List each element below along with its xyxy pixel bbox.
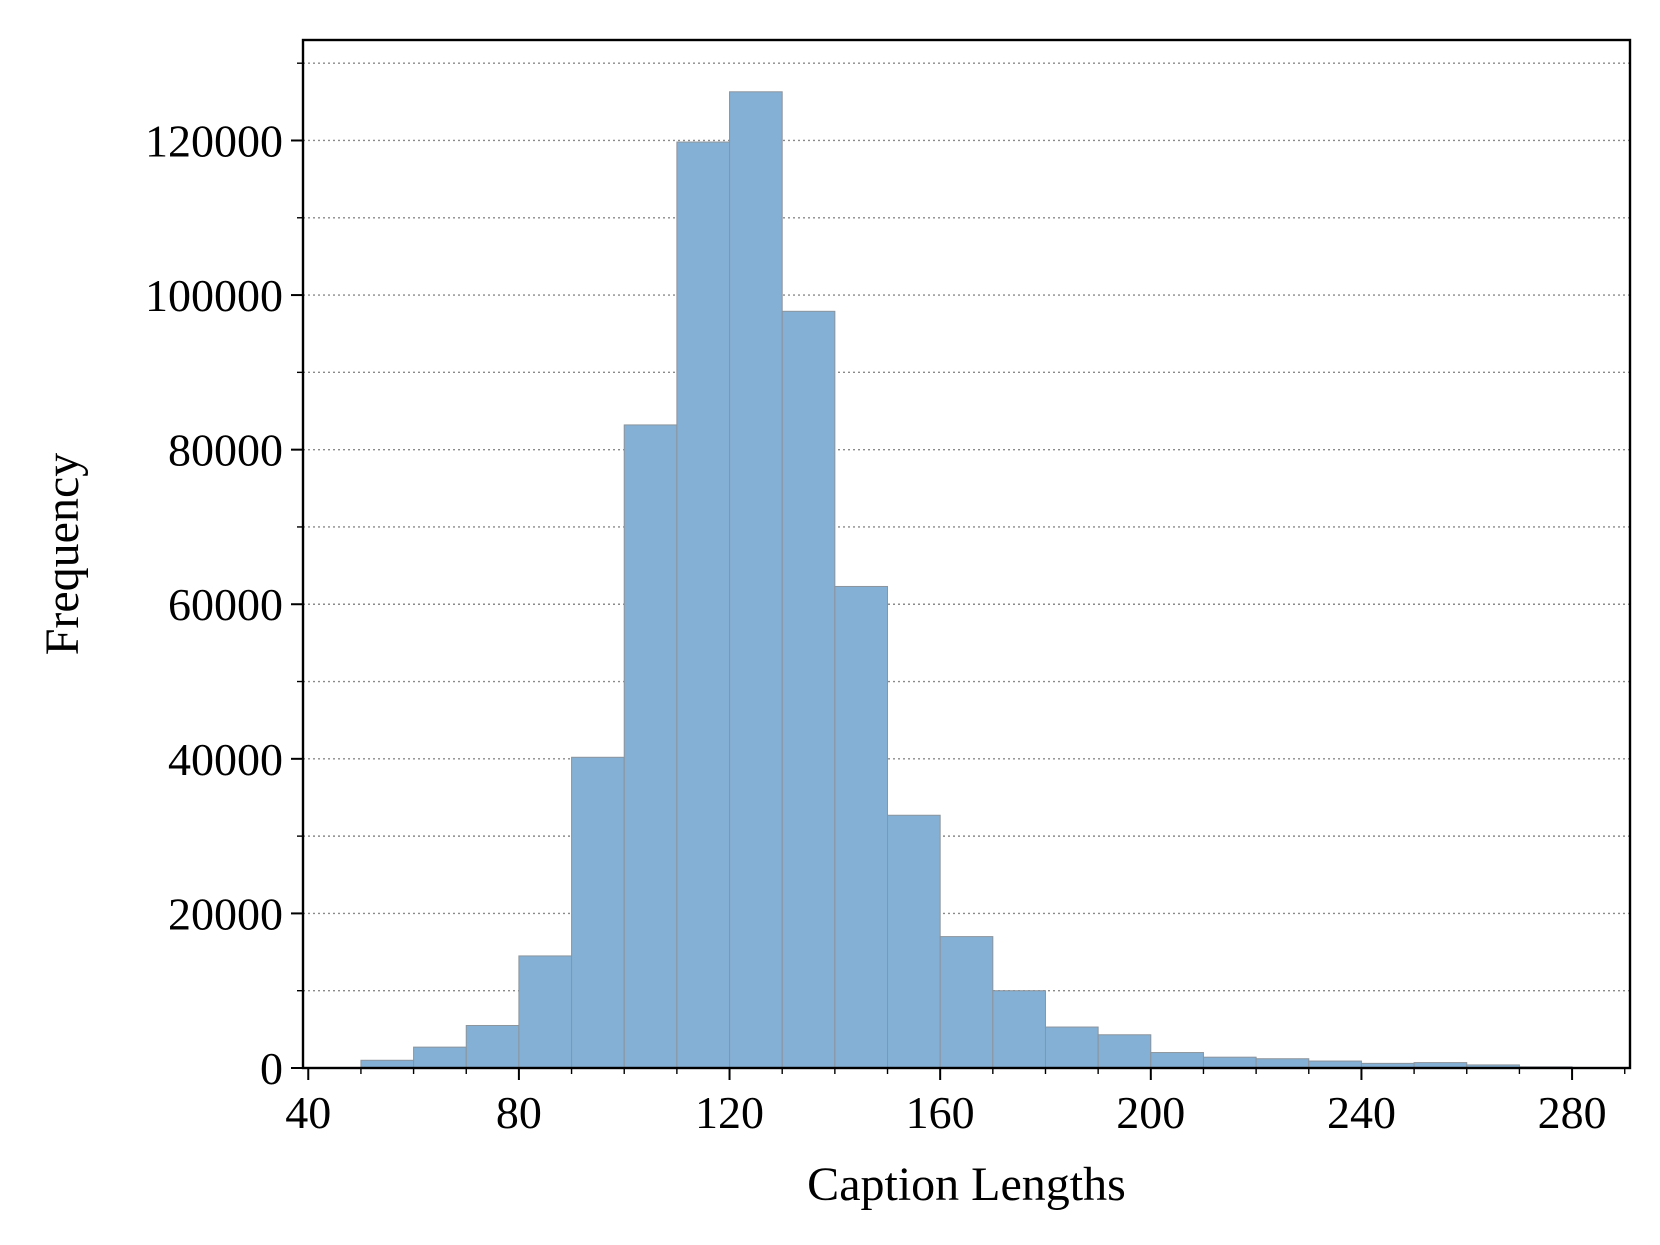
- histogram-bar-80-90: [518, 955, 573, 1069]
- y-axis-title: Frequency: [36, 453, 89, 656]
- y-tick-label: 20000: [168, 888, 283, 939]
- histogram-bar-140-150: [834, 585, 889, 1069]
- y-tick-label: 40000: [168, 734, 283, 785]
- histogram-bar-220-230: [1255, 1058, 1310, 1069]
- plot-frame: [301, 38, 1632, 1070]
- x-tick-label: 160: [906, 1087, 975, 1138]
- x-axis-title: Caption Lengths: [807, 1158, 1126, 1211]
- histogram-bar-100-110: [623, 424, 678, 1069]
- histogram-bar-200-210: [1150, 1052, 1204, 1069]
- y-tick-labels: 0 20000 40000 60000 80000 100000 120000: [145, 115, 283, 1094]
- y-tick-label: 0: [260, 1043, 283, 1094]
- x-tick-label: 240: [1327, 1087, 1396, 1138]
- x-tick-label: 200: [1116, 1087, 1185, 1138]
- histogram-bar-210-220: [1202, 1056, 1257, 1069]
- x-tick-label: 80: [496, 1087, 542, 1138]
- histogram-bar-190-200: [1097, 1034, 1152, 1069]
- histogram-bar-130-140: [781, 310, 836, 1069]
- y-tick-label: 60000: [168, 579, 283, 630]
- x-tick-label: 120: [695, 1087, 764, 1138]
- histogram-bar-180-190: [1044, 1026, 1099, 1069]
- y-tick-label: 80000: [168, 425, 283, 476]
- x-tick-label: 280: [1538, 1087, 1607, 1138]
- histogram-bar-160-170: [939, 936, 994, 1069]
- histogram-bar-70-80: [465, 1024, 520, 1069]
- histogram-bar-60-70: [413, 1046, 467, 1069]
- histogram-bar-170-180: [992, 990, 1046, 1069]
- histogram-bar-90-100: [571, 756, 625, 1069]
- x-tick-labels: 40 80 120 160 200 240 280: [285, 1087, 1606, 1138]
- histogram-bar-110-120: [676, 141, 731, 1069]
- histogram-bar-120-130: [729, 91, 783, 1069]
- x-tick-label: 40: [285, 1087, 331, 1138]
- y-tick-label: 100000: [145, 270, 283, 321]
- histogram-bars: [360, 91, 1573, 1069]
- y-tick-label: 120000: [145, 115, 283, 166]
- histogram-bar-150-160: [887, 814, 941, 1069]
